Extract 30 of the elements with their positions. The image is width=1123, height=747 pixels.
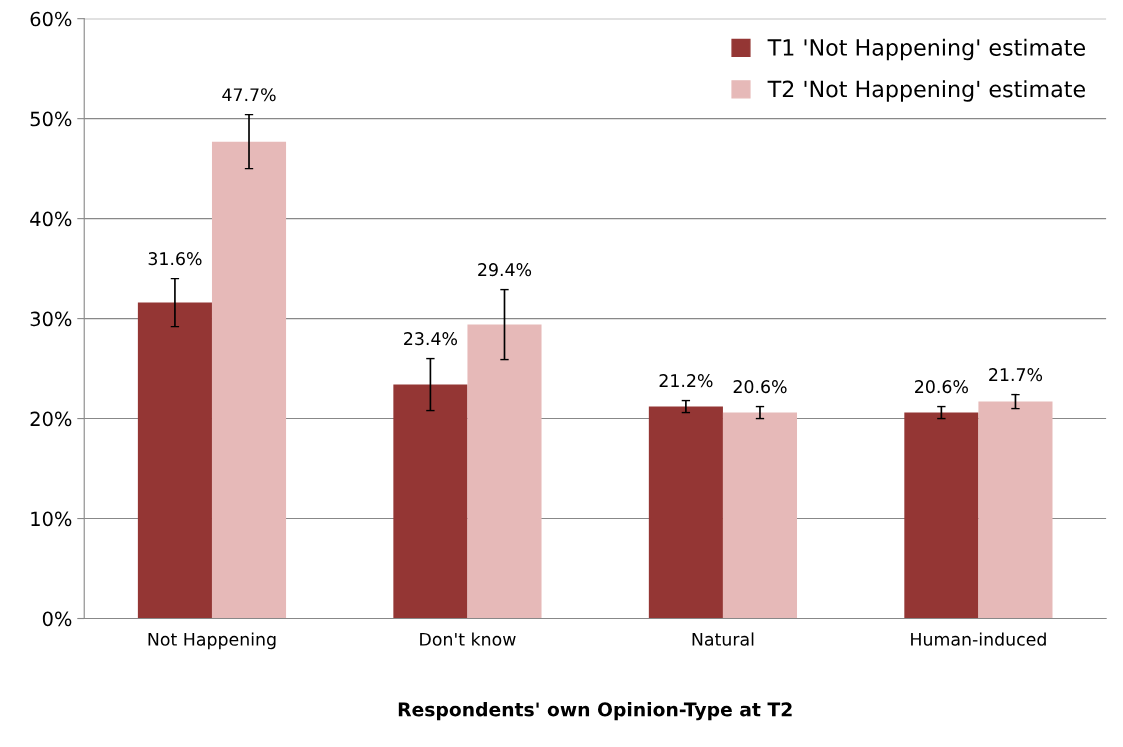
data-label: 21.2% bbox=[659, 374, 713, 388]
legend-label: T1 'Not Happening' estimate bbox=[767, 38, 1085, 61]
y-tick-label: 60% bbox=[30, 11, 72, 27]
bar bbox=[722, 412, 798, 619]
x-tick-label: Don't know bbox=[420, 632, 516, 646]
x-tick-label: Human-induced bbox=[911, 632, 1046, 646]
x-tick-label: Natural bbox=[692, 632, 754, 646]
bar bbox=[137, 302, 212, 619]
bar bbox=[648, 406, 723, 619]
x-axis-title: Respondents' own Opinion-Type at T2 bbox=[398, 701, 792, 721]
y-tick-label: 0% bbox=[42, 611, 72, 627]
data-label: 20.6% bbox=[915, 380, 968, 394]
y-tick-label: 20% bbox=[30, 411, 72, 427]
y-tick-label: 40% bbox=[30, 211, 72, 227]
data-label: 23.4% bbox=[404, 332, 458, 346]
data-label: 47.7% bbox=[222, 88, 276, 102]
bar bbox=[393, 384, 468, 619]
legend-label: T2 'Not Happening' estimate bbox=[767, 80, 1085, 102]
data-label: 29.4% bbox=[478, 263, 532, 277]
y-tick-label: 10% bbox=[31, 511, 72, 527]
bar bbox=[211, 141, 287, 619]
bar bbox=[904, 412, 979, 619]
y-tick-label: 50% bbox=[30, 111, 72, 127]
data-label: 31.6% bbox=[148, 252, 202, 266]
x-tick-label: Not Happening bbox=[148, 632, 276, 650]
data-label: 20.6% bbox=[733, 380, 787, 394]
bar bbox=[978, 401, 1053, 619]
y-tick-label: 30% bbox=[30, 311, 72, 327]
bar bbox=[467, 324, 542, 619]
data-label: 21.7% bbox=[989, 368, 1043, 382]
